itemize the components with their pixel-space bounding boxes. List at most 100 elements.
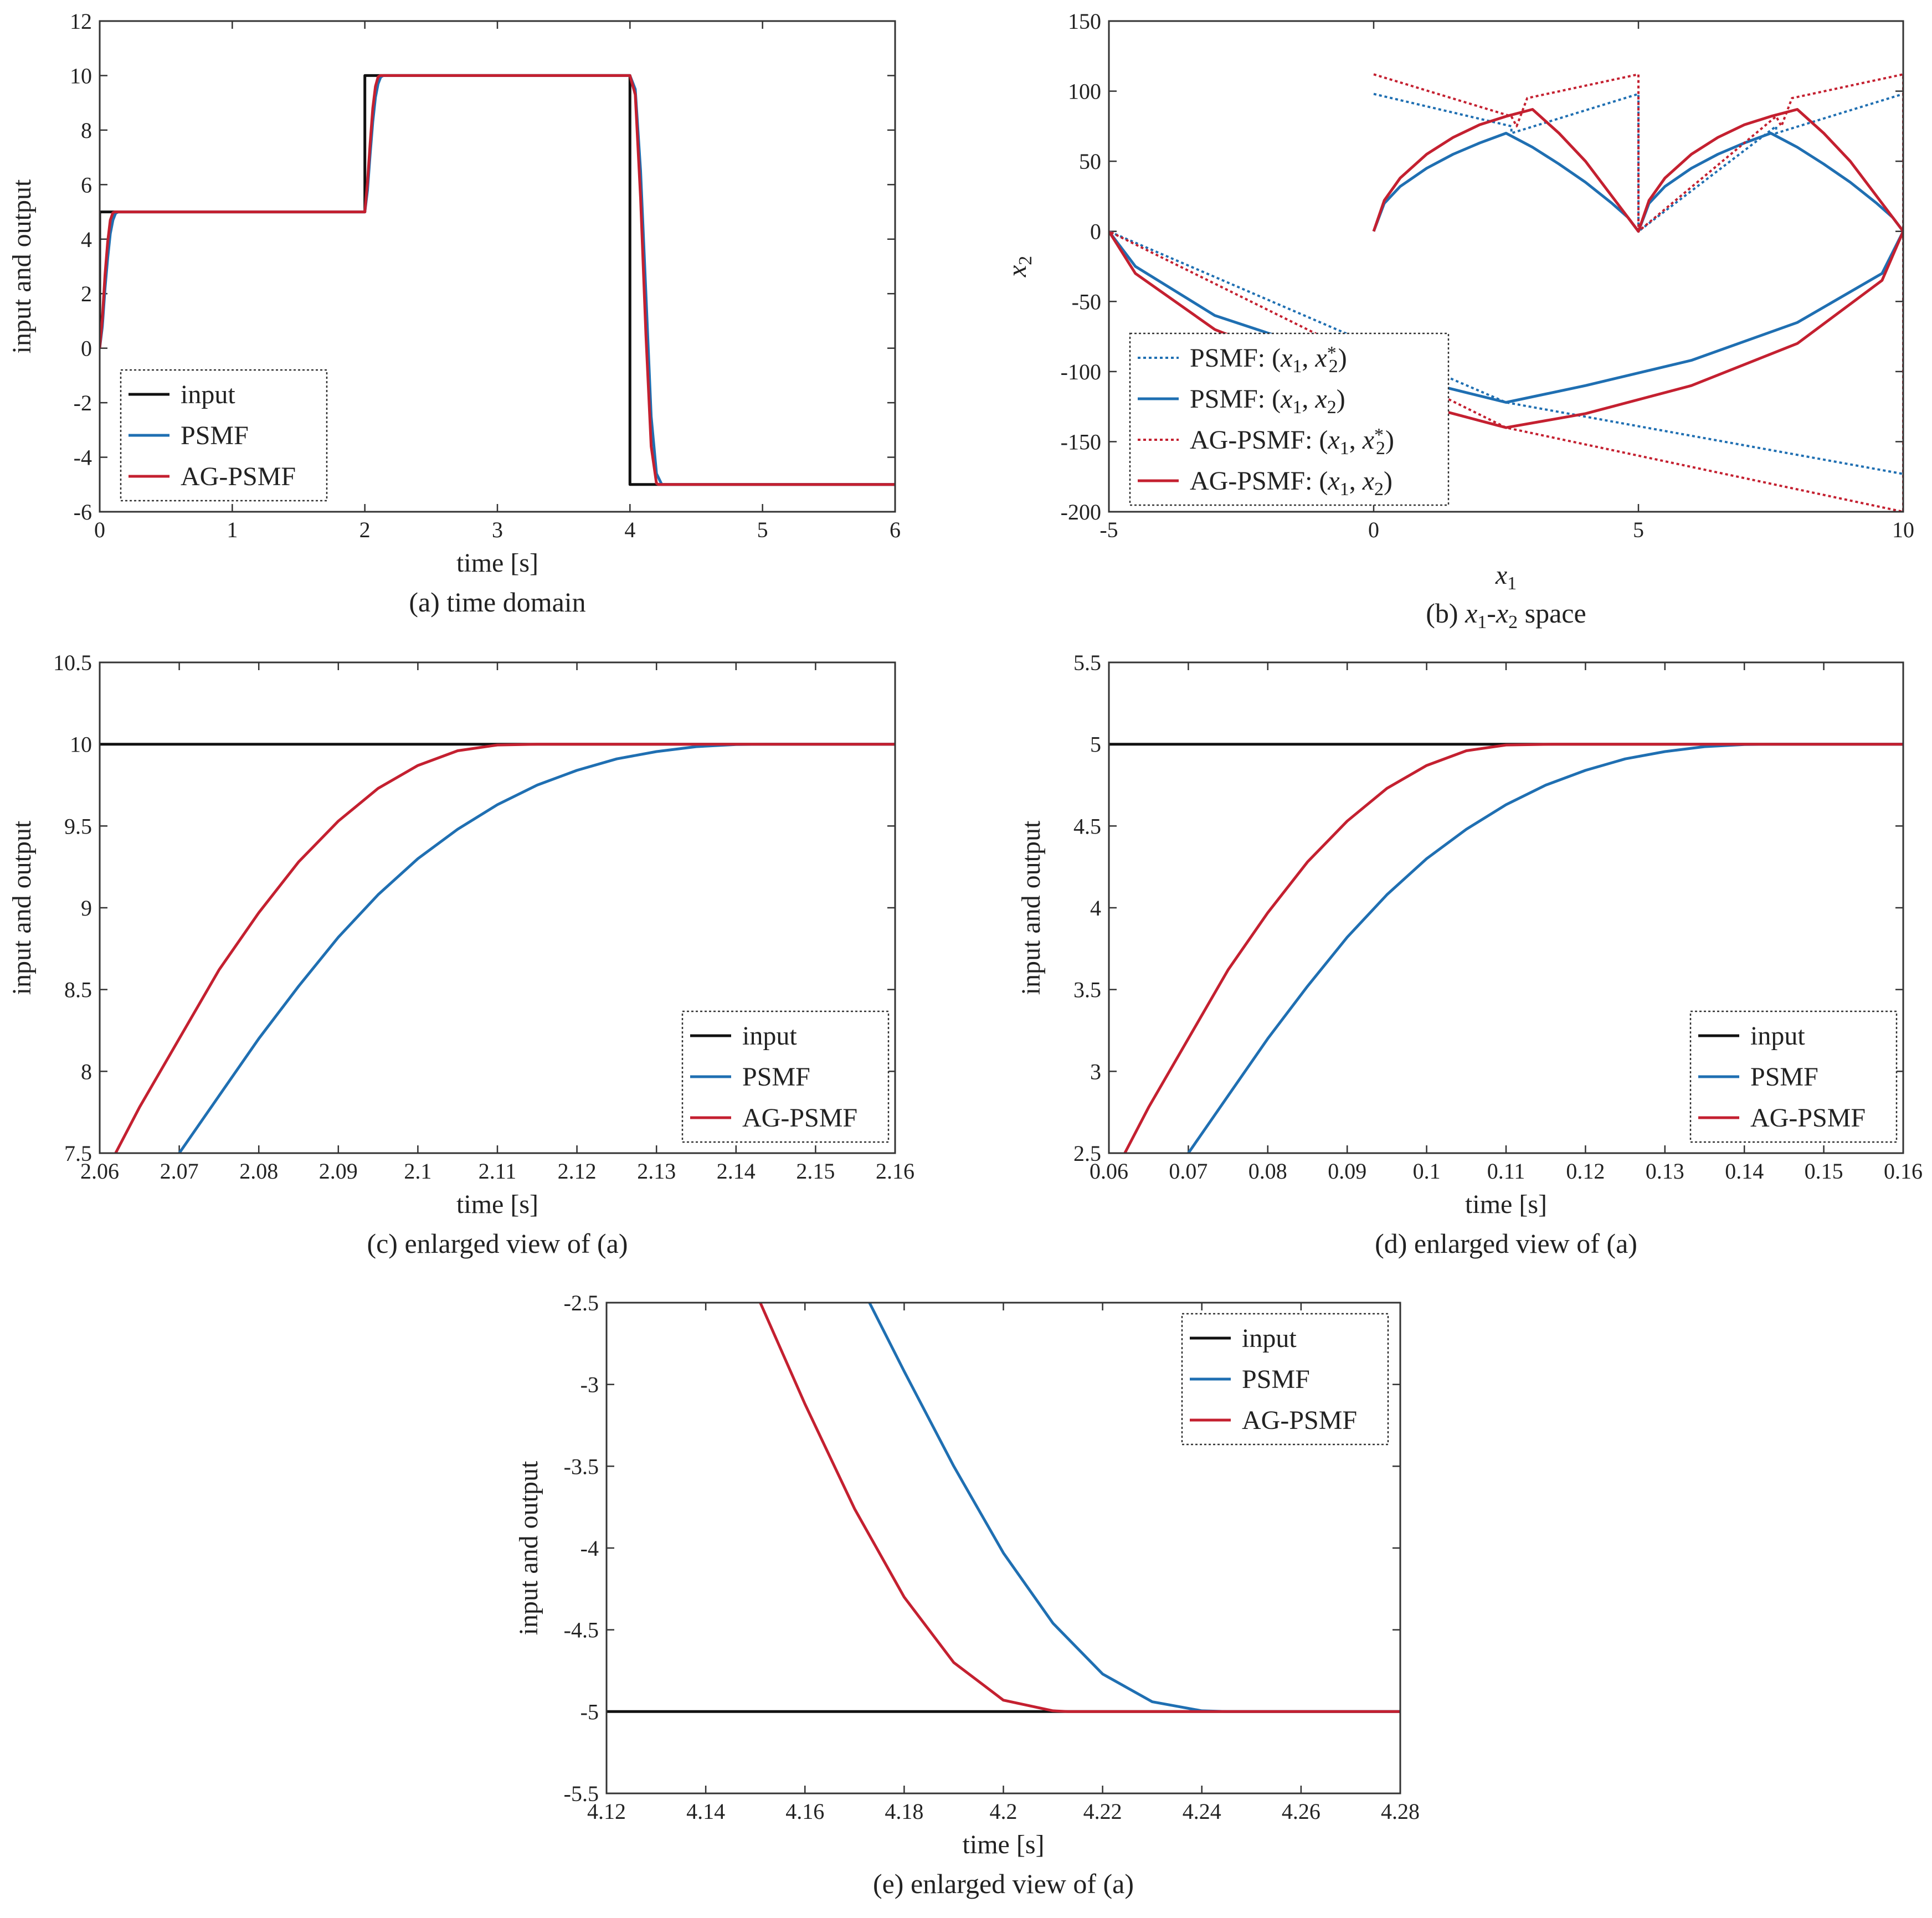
x-axis-label: x1: [1495, 561, 1517, 594]
x-tick-label: 4: [624, 517, 635, 542]
y-tick-label: -200: [1061, 500, 1101, 525]
legend: input PSMF AG-PSMF: [1181, 1313, 1389, 1446]
series-line-psmf: [178, 743, 895, 1153]
x-tick-label: 0.08: [1248, 1159, 1287, 1184]
legend-label: PSMF: [1242, 1365, 1310, 1394]
legend-label: AG-PSMF: [1242, 1406, 1357, 1435]
x-tick-label: 0.14: [1725, 1159, 1764, 1184]
x-tick-label: 2.06: [80, 1159, 119, 1184]
legend-label: AG-PSMF: [181, 462, 296, 491]
series-group: [100, 74, 895, 486]
legend: input PSMF AG-PSMF: [1689, 1010, 1898, 1143]
y-tick-label: -4: [74, 445, 92, 470]
x-tick-label: 0.1: [1413, 1159, 1441, 1184]
series-line-ag-psmf: [100, 74, 895, 486]
chart-caption: (d) enlarged view of (a): [1375, 1228, 1637, 1259]
y-tick-label: -3.5: [564, 1454, 599, 1479]
x-axis-label: time [s]: [456, 548, 538, 578]
chart-caption: (b) x1-x2 space: [1426, 598, 1586, 633]
x-tick-label: 0: [1368, 517, 1379, 542]
chart-d: 0.06 0.07 0.08 0.09 0.1 0.11 0.12 0.13 0.14 0.15 0…: [1016, 650, 1923, 1259]
axes-frame: [1108, 661, 1904, 1154]
chart-caption: (e) enlarged view of (a): [873, 1868, 1134, 1899]
y-tick-label: 4: [81, 227, 92, 252]
x-tick-label: 1: [227, 517, 238, 542]
x-tick-label: 4.22: [1083, 1799, 1122, 1824]
x-tick-label: 0.09: [1328, 1159, 1366, 1184]
x-tick-label: 2.15: [796, 1159, 835, 1184]
legend: PSMF: (x1, x* 2) PSMF: (x1, x2) AG-PSMF: (x…: [1129, 332, 1450, 506]
x-tick-label: 4.26: [1282, 1799, 1320, 1824]
y-tick-label: 8.5: [64, 978, 92, 1002]
y-tick-label: 0: [1090, 219, 1101, 244]
axes-frame: [1108, 20, 1904, 513]
y-tick-label: 3.5: [1073, 978, 1101, 1002]
x-tick-label: 0.06: [1090, 1159, 1128, 1184]
y-tick-label: -150: [1061, 429, 1101, 454]
x-tick-label: 2.13: [637, 1159, 676, 1184]
legend-label: AG-PSMF: [1750, 1103, 1866, 1133]
x-tick-label: 3: [492, 517, 503, 542]
y-tick-label: 4.5: [1073, 814, 1101, 839]
x-tick-label: 4.28: [1381, 1799, 1420, 1824]
y-axis-label: input and output: [7, 820, 37, 995]
legend-label: input: [181, 380, 235, 409]
x-tick-label: 2.14: [717, 1159, 756, 1184]
y-axis-label: x2: [1003, 256, 1036, 277]
series-line-ag-psmf: [1123, 743, 1903, 1153]
chart-caption: (c) enlarged view of (a): [367, 1228, 628, 1259]
series-line-ag-psmf-x1-x2: [1109, 73, 1903, 512]
x-tick-label: 2.12: [558, 1159, 597, 1184]
x-tick-label: 6: [890, 517, 901, 542]
y-tick-label: -5: [580, 1699, 599, 1724]
x-tick-label: 0.13: [1646, 1159, 1684, 1184]
x-tick-label: 2.1: [404, 1159, 431, 1184]
x-tick-label: 0.16: [1884, 1159, 1923, 1184]
y-tick-label: -3: [580, 1372, 599, 1397]
y-tick-label: -2: [74, 390, 92, 415]
series-line-psmf: [100, 74, 895, 486]
y-tick-label: 5: [1090, 732, 1101, 757]
x-tick-label: 2.07: [160, 1159, 199, 1184]
x-tick-label: 5: [757, 517, 768, 542]
series-line-psmf-x1-x2: [1109, 92, 1903, 475]
legend: input PSMF AG-PSMF: [120, 369, 328, 502]
y-tick-label: -2.5: [564, 1290, 599, 1315]
x-tick-label: 4.18: [885, 1799, 923, 1824]
y-tick-label: -50: [1072, 289, 1101, 314]
y-tick-label: 8: [81, 1059, 92, 1084]
legend-label: input: [742, 1021, 797, 1051]
y-tick-label: 12: [70, 9, 92, 34]
x-tick-label: 0.07: [1169, 1159, 1208, 1184]
legend-label: AG-PSMF: (x1, x2): [1190, 466, 1393, 500]
y-tick-label: 10: [70, 63, 92, 88]
legend-label: AG-PSMF: (x1, x* 2): [1190, 425, 1394, 459]
legend: input PSMF AG-PSMF: [681, 1010, 890, 1143]
chart-c: 2.06 2.07 2.08 2.09 2.1 2.11 2.12 2.13 2.14 2.15 2…: [7, 650, 914, 1259]
chart-e: 4.12 4.14 4.16 4.18 4.2 4.22 4.24 4.26 4.28 -5.5 -…: [514, 1290, 1420, 1899]
series-line-input: [100, 74, 895, 486]
x-tick-label: 2.08: [239, 1159, 278, 1184]
legend-label: PSMF: [181, 421, 249, 450]
y-tick-label: -100: [1061, 359, 1101, 384]
y-tick-label: -4: [580, 1536, 599, 1561]
x-tick-label: 5: [1633, 517, 1644, 542]
chart-caption: (a) time domain: [409, 587, 585, 618]
x-tick-label: 4.14: [686, 1799, 725, 1824]
x-axis-label: time [s]: [1465, 1190, 1547, 1219]
x-tick-label: 0.15: [1805, 1159, 1843, 1184]
legend-label: input: [1750, 1021, 1805, 1051]
legend-label: PSMF: (x1, x2): [1190, 384, 1345, 418]
x-tick-label: 2: [359, 517, 371, 542]
series-group: [100, 743, 895, 1153]
legend-box: [1129, 332, 1450, 506]
series-group: [607, 1303, 1400, 1713]
y-tick-label: 10: [70, 732, 92, 757]
x-tick-label: 0.11: [1487, 1159, 1525, 1184]
x-tick-label: 4.12: [587, 1799, 626, 1824]
x-tick-label: 2.16: [876, 1159, 914, 1184]
x-tick-label: 0.12: [1566, 1159, 1605, 1184]
legend-label: PSMF: [1750, 1062, 1818, 1092]
axes-frame: [99, 661, 896, 1154]
